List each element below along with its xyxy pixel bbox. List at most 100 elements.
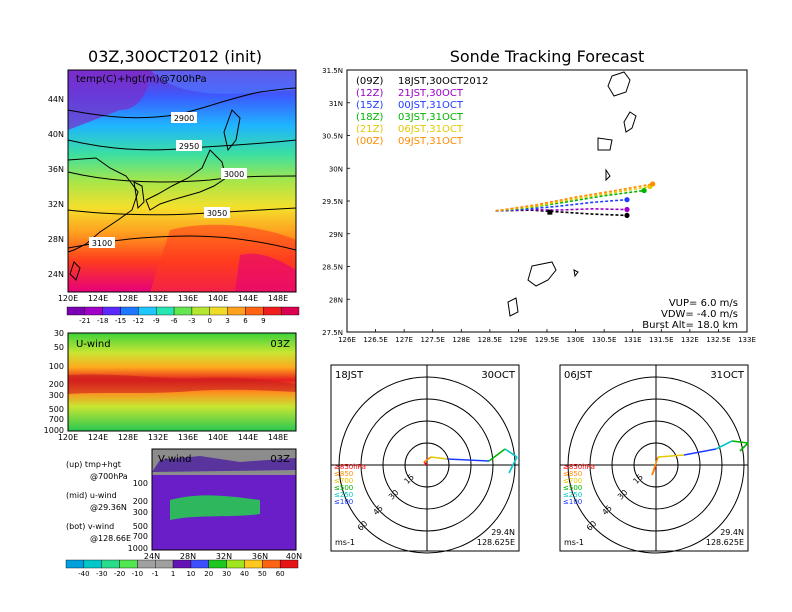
lon-tick: 132E [148, 433, 168, 442]
hodograph-trace [504, 448, 518, 458]
hodograph-trace [430, 456, 448, 460]
level-label: ≤250 [334, 491, 353, 499]
tracking-panel: (09Z) 18JST,30OCT2012 (12Z) 21JST,30OCT … [346, 69, 748, 333]
colorbar-swatch [120, 306, 139, 316]
track-end-point [624, 206, 630, 213]
vup-text: VUP= 6.0 m/s [669, 298, 738, 309]
colorbar-label: 60 [276, 570, 285, 578]
hodograph-trace [739, 442, 749, 452]
colorbar-swatch [190, 559, 209, 569]
lat-tick: 28N [48, 235, 64, 244]
track-line [495, 198, 628, 212]
level-label: ≤250 [563, 491, 582, 499]
lon-tick: 120E [58, 433, 78, 442]
colorbar-swatch [138, 306, 157, 316]
colorbar-label: 1 [171, 570, 175, 578]
tracking-axes: 126E 126.5E 127E 127.5E 128E 128.5E 129E 129.5E… [322, 67, 756, 344]
colorbar-swatch [155, 559, 174, 569]
x-tick-label: 131E [624, 336, 642, 344]
level-label: ≤700 [563, 477, 582, 485]
x-tick-label: 130E [567, 336, 585, 344]
p-tick: 700 [49, 415, 64, 424]
hodograph-date: 31OCT [710, 370, 745, 381]
lon-tick: 144E [238, 433, 258, 442]
colorbar-label: -30 [96, 570, 107, 578]
colorbar-swatch [244, 559, 263, 569]
note-line: (mid) u-wind [66, 491, 117, 500]
colorbar-swatch [156, 306, 175, 316]
lat-tick: 24N [144, 552, 160, 561]
burst-text: Burst Alt= 18.0 km [642, 320, 738, 331]
level-label: ≤700 [334, 477, 353, 485]
x-tick-label: 132E [681, 336, 699, 344]
level-label: ≥850hPa [563, 463, 595, 471]
colorbar-label: -21 [79, 317, 90, 325]
colorbar-swatch [102, 306, 121, 316]
track-marker [547, 209, 553, 215]
x-tick-label: 126.5E [363, 336, 387, 344]
legend-run: (09Z) [356, 76, 383, 87]
lon-tick: 140E [208, 294, 228, 303]
x-tick-label: 129.5E [535, 336, 559, 344]
legend-valid: 18JST,30OCT2012 [398, 76, 488, 87]
lon-tick: 144E [238, 294, 258, 303]
track-end-point [624, 197, 630, 203]
lat-tick: 24N [48, 270, 64, 279]
p-tick: 100 [49, 362, 64, 371]
y-tick-label: 30.5N [322, 133, 343, 141]
colorbar-label: -10 [132, 570, 143, 578]
contour-label: 3100 [92, 239, 112, 248]
track-series [495, 181, 656, 219]
hodograph-trace [488, 448, 506, 462]
colorbar-swatch [84, 306, 103, 316]
vwind-label: V-wind [158, 454, 192, 465]
lat-tick: 44N [48, 95, 64, 104]
p-tick: 500 [133, 522, 148, 531]
colorbar-label: 10 [186, 570, 195, 578]
p-tick: 500 [49, 405, 64, 414]
p-tick: 100 [133, 479, 148, 488]
lon-tick: 132E [148, 294, 168, 303]
colorbar-swatch [83, 559, 102, 569]
wind-colorbar: -40 -30 -20 -10 -1 1 10 20 30 40 50 60 [65, 559, 299, 578]
hodograph-unit: ms-1 [335, 538, 355, 547]
lon-tick: 124E [88, 294, 108, 303]
lon-tick: 136E [178, 433, 198, 442]
x-tick-label: 133E [738, 336, 756, 344]
vwind-panel: V-wind 03Z 100 200 300 500 700 1000 24N … [128, 448, 302, 561]
lat-tick: 32N [216, 552, 232, 561]
track-end-point [641, 187, 647, 194]
contour-label: 3000 [224, 170, 244, 179]
uwind-label: U-wind [76, 339, 111, 350]
map-label: temp(C)+hgt(m)@700hPa [76, 74, 207, 85]
y-tick-label: 31.5N [322, 67, 343, 75]
hodograph-unit: ms-1 [564, 538, 584, 547]
legend-valid: 03JST,31OCT [398, 112, 464, 123]
tracking-title: Sonde Tracking Forecast [450, 47, 645, 66]
colorbar-swatch [208, 559, 227, 569]
legend-valid: 00JST,31OCT [398, 100, 464, 111]
lon-tick: 148E [268, 294, 288, 303]
legend-run: (15Z) [356, 100, 383, 111]
colorbar-label: 0 [208, 317, 212, 325]
y-tick-label: 30N [329, 165, 343, 173]
y-tick-label: 28N [329, 296, 343, 304]
colorbar-label: -15 [115, 317, 126, 325]
legend-run: (18Z) [356, 112, 383, 123]
colorbar-label: -18 [97, 317, 108, 325]
hodograph-lon: 128.625E [477, 538, 515, 547]
note-line: @128.66E [90, 534, 131, 543]
contour-label: 3050 [207, 209, 227, 218]
uwind-time: 03Z [270, 339, 290, 350]
level-label: ≥850hPa [334, 463, 366, 471]
colorbar-label: -1 [152, 570, 159, 578]
colorbar-swatch [137, 559, 156, 569]
colorbar-label: 20 [204, 570, 213, 578]
colorbar-swatch [226, 559, 245, 569]
hodograph-time: 18JST [335, 370, 364, 381]
note-line: @29.36N [90, 503, 127, 512]
colorbar-swatch [245, 306, 264, 316]
lat-tick: 28N [180, 552, 196, 561]
lat-tick: 36N [48, 165, 64, 174]
p-tick: 30 [54, 329, 64, 338]
